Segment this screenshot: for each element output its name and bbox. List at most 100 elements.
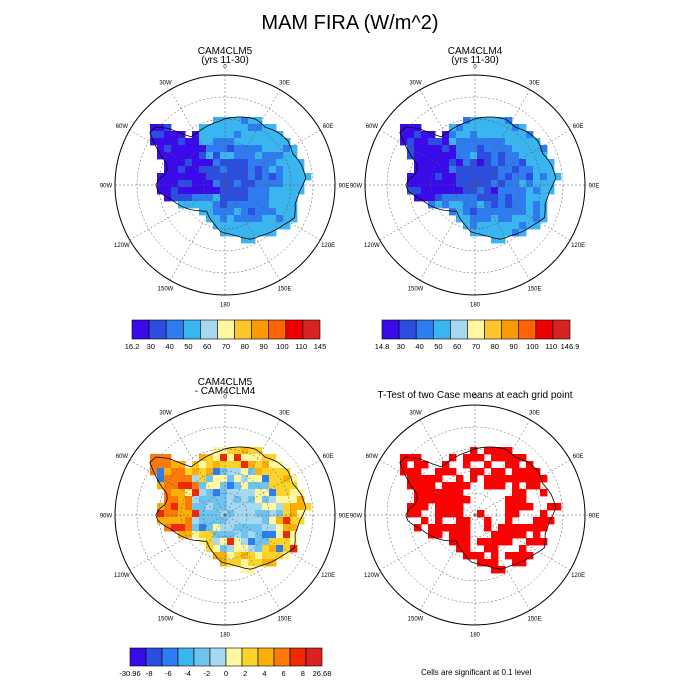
map-cell bbox=[255, 124, 263, 132]
map-cell bbox=[255, 461, 263, 469]
map-cell bbox=[227, 117, 235, 125]
map-cell bbox=[241, 124, 249, 132]
map-cell bbox=[428, 187, 436, 195]
map-cell bbox=[178, 517, 186, 525]
longitude-label: 90E bbox=[589, 514, 600, 520]
map-cell bbox=[407, 138, 415, 146]
map-cell bbox=[498, 447, 506, 455]
map-cell bbox=[248, 117, 256, 125]
map-cell bbox=[456, 124, 464, 132]
map-cell bbox=[519, 559, 527, 567]
map-cell bbox=[484, 215, 492, 223]
map-cell bbox=[477, 454, 485, 462]
map-cell bbox=[276, 187, 284, 195]
panel3-title: CAM4CLM5 - CAM4CLM4 bbox=[130, 378, 320, 397]
map-cell bbox=[227, 187, 235, 195]
map-cell bbox=[276, 180, 284, 188]
map-cell bbox=[220, 475, 228, 483]
map-cell bbox=[164, 131, 172, 139]
map-cell bbox=[248, 447, 256, 455]
significance-note: Cells are significant at 0.1 level bbox=[421, 668, 532, 677]
map-cell bbox=[283, 166, 291, 174]
map-cell bbox=[227, 215, 235, 223]
map-cell bbox=[220, 545, 228, 553]
map-cell bbox=[470, 215, 478, 223]
map-cell bbox=[491, 201, 499, 209]
map-cell bbox=[526, 461, 534, 469]
colorbar-swatch bbox=[165, 319, 184, 340]
longitude-label: 0 bbox=[473, 395, 477, 401]
map-cell bbox=[234, 461, 242, 469]
map-cell bbox=[290, 215, 298, 223]
map-cell bbox=[290, 208, 298, 216]
map-cell bbox=[484, 559, 492, 567]
map-cell bbox=[421, 187, 429, 195]
map-cell bbox=[526, 173, 534, 181]
map-cell bbox=[512, 166, 520, 174]
map-cell bbox=[477, 180, 485, 188]
map-cell bbox=[262, 559, 270, 567]
panel3-title-line2: - CAM4CLM4 bbox=[194, 386, 256, 397]
map-cell bbox=[248, 517, 256, 525]
map-cell bbox=[206, 208, 214, 216]
map-cell bbox=[442, 461, 450, 469]
map-cell bbox=[164, 454, 172, 462]
map-cell bbox=[407, 503, 415, 511]
map-cell bbox=[477, 152, 485, 160]
colorbar-label: 40 bbox=[165, 342, 173, 351]
map-cell bbox=[484, 180, 492, 188]
map-cell bbox=[463, 166, 471, 174]
map-cell bbox=[262, 194, 270, 202]
map-cell bbox=[491, 229, 499, 237]
map-cell bbox=[421, 159, 429, 167]
map-cell bbox=[491, 180, 499, 188]
colorbar-swatch bbox=[225, 647, 243, 667]
map-cell bbox=[171, 482, 179, 490]
map-cell bbox=[505, 524, 513, 532]
longitude-label: 60W bbox=[366, 124, 379, 130]
map-cell bbox=[206, 131, 214, 139]
map-cell bbox=[414, 152, 422, 160]
map-cell bbox=[171, 468, 179, 476]
map-cell bbox=[477, 187, 485, 195]
map-cell bbox=[477, 222, 485, 230]
map-cell bbox=[192, 510, 200, 518]
map-cell bbox=[199, 166, 207, 174]
map-cell bbox=[213, 552, 221, 560]
map-cell bbox=[491, 552, 499, 560]
map-cell bbox=[227, 145, 235, 153]
map-cell bbox=[477, 229, 485, 237]
map-cell bbox=[269, 461, 277, 469]
map-cell bbox=[442, 166, 450, 174]
map-cell bbox=[484, 545, 492, 553]
map-cell bbox=[470, 145, 478, 153]
map-cell bbox=[220, 124, 228, 132]
map-cell bbox=[526, 482, 534, 490]
map-cell bbox=[442, 180, 450, 188]
map-cells bbox=[400, 117, 562, 244]
map-cell bbox=[255, 552, 263, 560]
map-cell bbox=[540, 152, 548, 160]
colorbar-label: 145 bbox=[314, 342, 327, 351]
map-cell bbox=[463, 552, 471, 560]
map-cell bbox=[262, 159, 270, 167]
map-cell bbox=[276, 201, 284, 209]
map-cell bbox=[227, 468, 235, 476]
map-cell bbox=[519, 215, 527, 223]
map-cell bbox=[505, 503, 513, 511]
map-cell bbox=[199, 461, 207, 469]
map-cell bbox=[262, 166, 270, 174]
map-cell bbox=[414, 496, 422, 504]
map-cell bbox=[435, 510, 443, 518]
map-cell bbox=[220, 447, 228, 455]
map-cell bbox=[519, 159, 527, 167]
map-cell bbox=[526, 131, 534, 139]
map-cell bbox=[512, 552, 520, 560]
map-cell bbox=[519, 208, 527, 216]
map-cell bbox=[227, 524, 235, 532]
map-cell bbox=[262, 510, 270, 518]
map-cell bbox=[428, 531, 436, 539]
map-cell bbox=[178, 524, 186, 532]
map-cell bbox=[491, 173, 499, 181]
map-cell bbox=[199, 496, 207, 504]
